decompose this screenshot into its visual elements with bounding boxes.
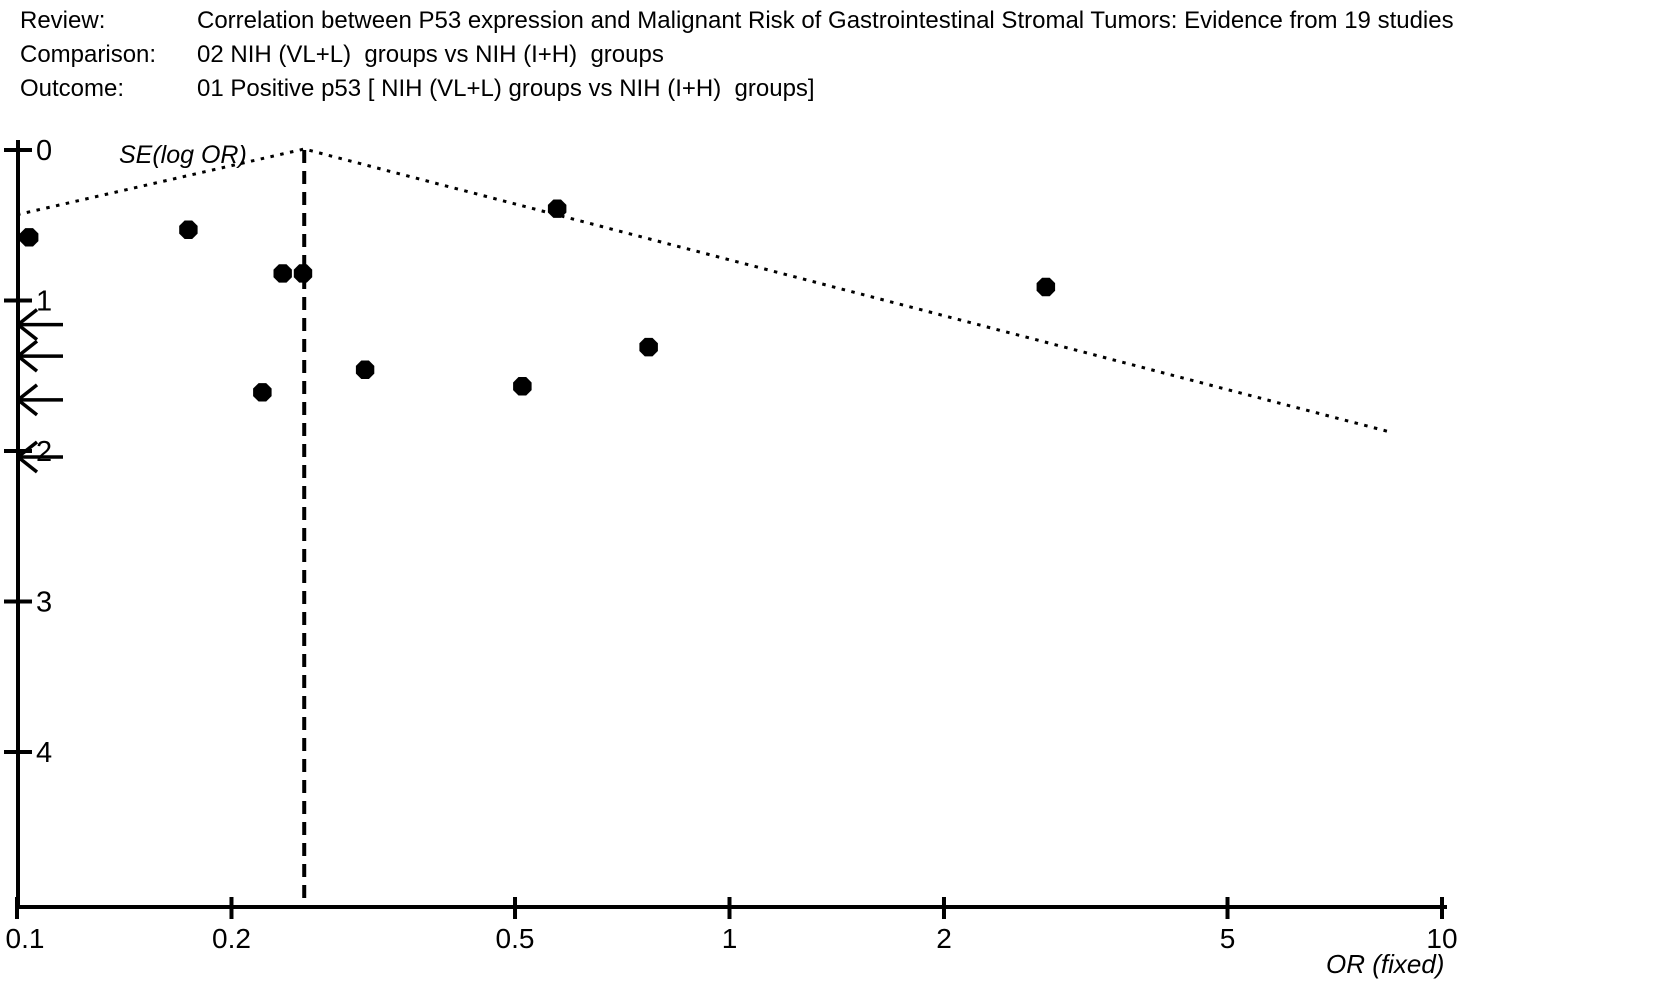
offscale-arrow-head <box>16 354 39 373</box>
outcome-label: Outcome: <box>20 75 125 102</box>
offscale-arrow-head <box>16 455 39 474</box>
comparison-label: Comparison: <box>20 41 157 68</box>
y-tick-label: 4 <box>36 737 52 769</box>
x-tick-label: 5 <box>1220 923 1236 954</box>
review-value: Correlation between P53 expression and M… <box>197 7 1454 34</box>
comparison-value: 02 NIH (VL+L) groups vs NIH (I+H) groups <box>197 41 664 68</box>
offscale-arrow-head <box>16 323 39 341</box>
data-point <box>639 337 658 357</box>
plot-header: Review: Correlation between P53 expressi… <box>20 4 1454 106</box>
x-axis-title: OR (fixed) <box>1326 949 1444 979</box>
offscale-arrow-head <box>16 308 39 326</box>
data-point <box>19 228 39 247</box>
x-tick-label: 2 <box>936 923 952 954</box>
x-tick-label: 1 <box>722 923 738 954</box>
y-tick-label: 3 <box>36 587 52 619</box>
funnel-boundary-line <box>16 147 1389 433</box>
data-point <box>253 383 272 402</box>
y-tick-label: 0 <box>36 135 52 167</box>
data-point <box>513 377 532 396</box>
data-point <box>273 264 292 283</box>
offscale-arrow-head <box>16 339 39 358</box>
data-point <box>1036 277 1056 297</box>
x-tick-label: 0.5 <box>496 923 535 954</box>
data-point <box>293 264 313 283</box>
offscale-arrow-head <box>16 440 39 459</box>
offscale-arrow-head <box>16 383 39 402</box>
offscale-arrow-head <box>16 398 39 417</box>
y-axis-title: SE(log OR) <box>119 141 247 169</box>
data-point <box>547 199 567 218</box>
x-tick-label: 0.1 <box>6 923 45 954</box>
review-label: Review: <box>20 7 106 34</box>
y-tick-label: 1 <box>36 286 52 318</box>
x-tick-label: 0.2 <box>212 923 251 954</box>
outcome-value: 01 Positive p53 [ NIH (VL+L) groups vs N… <box>197 75 815 102</box>
data-point <box>179 220 198 239</box>
data-point <box>355 360 375 379</box>
y-tick-label: 2 <box>36 436 52 468</box>
x-tick-label: 10 <box>1426 923 1457 954</box>
